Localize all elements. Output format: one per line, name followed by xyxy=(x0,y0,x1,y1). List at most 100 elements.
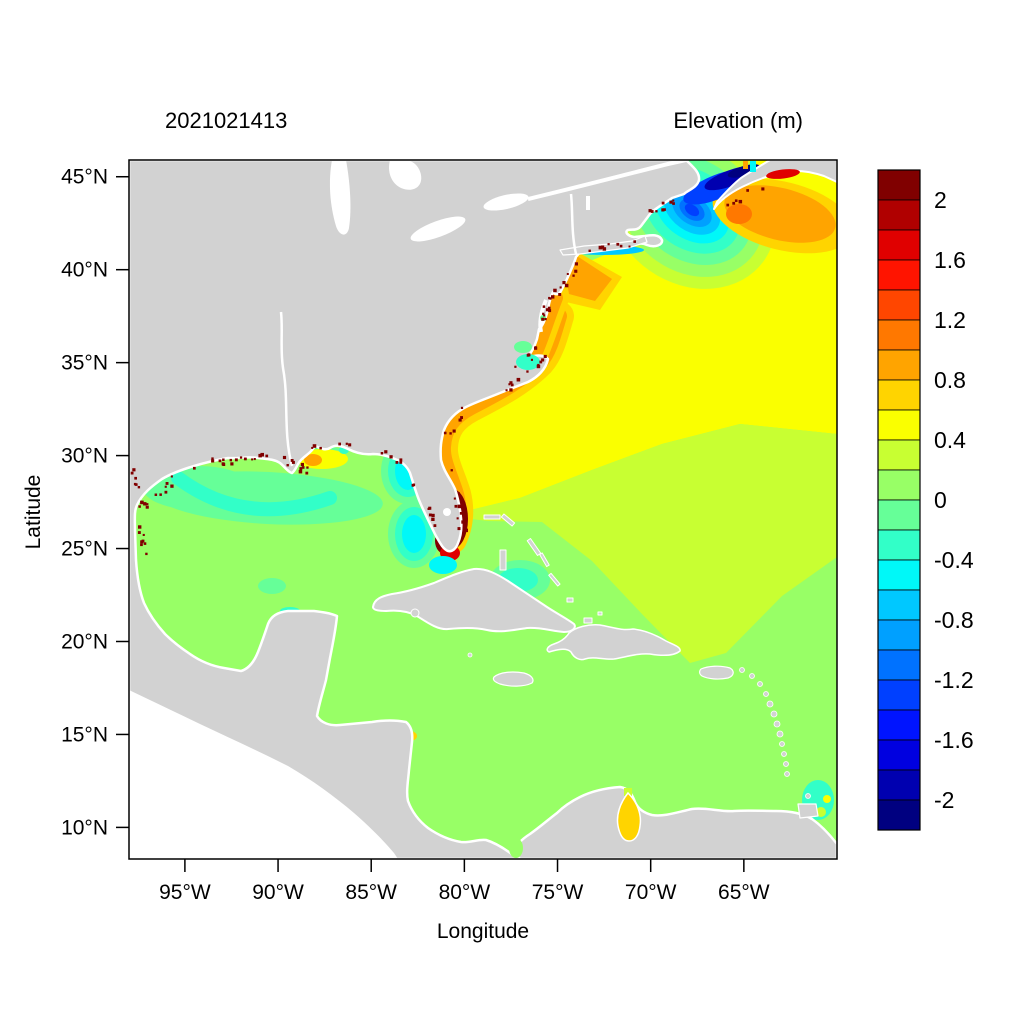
coastal-speckle xyxy=(338,442,341,446)
coastal-speckle xyxy=(300,462,304,467)
colorbar-variable-title: Elevation (m) xyxy=(673,108,803,133)
coastal-speckle xyxy=(548,309,552,313)
coastal-speckle xyxy=(541,358,545,362)
colorbar-cell xyxy=(877,379,921,411)
x-tick-label: 80°W xyxy=(439,881,491,904)
map-plot-area xyxy=(129,160,837,859)
coastal-speckle xyxy=(443,431,447,435)
coastal-speckle xyxy=(726,203,730,207)
coastal-speckle xyxy=(239,456,243,459)
y-axis-title: Latitude xyxy=(22,475,45,550)
cat-island xyxy=(539,552,550,568)
coastal-speckle xyxy=(143,502,147,506)
coastal-speckle xyxy=(588,249,591,252)
coastal-speckle xyxy=(553,288,557,293)
coastal-speckle xyxy=(458,418,462,422)
tobago xyxy=(805,793,811,799)
colorbar-cell xyxy=(877,439,921,471)
lake-okeechobee xyxy=(443,508,451,516)
coastal-speckle xyxy=(457,504,462,509)
coastal-speckle xyxy=(222,458,225,461)
nova-scotia xyxy=(713,160,837,210)
colorbar-tick-label: -1.2 xyxy=(934,667,974,693)
coastal-speckle xyxy=(301,466,305,469)
coastal-speckle xyxy=(661,208,665,212)
colorbar-cell xyxy=(877,769,921,801)
lakes-rivers xyxy=(279,160,687,516)
coastal-speckle xyxy=(306,466,309,469)
atlantic-yellowgreen-region xyxy=(446,424,837,663)
coastal-speckle xyxy=(253,458,256,461)
trinidad-yellow-dot xyxy=(823,795,831,803)
land-group xyxy=(129,160,837,859)
coastal-speckle xyxy=(138,525,142,529)
run-timestamp-title: 2021021413 xyxy=(165,108,287,133)
grand-bahama xyxy=(483,514,501,520)
coastal-speckle xyxy=(140,543,143,547)
colorbar-cell xyxy=(877,799,921,831)
coastal-speckle xyxy=(412,483,416,486)
coastal-speckle xyxy=(428,506,432,510)
coastal-speckle xyxy=(566,273,569,275)
coastal-speckle xyxy=(574,262,578,266)
delmarva-orange-band xyxy=(531,292,563,358)
coastal-speckle xyxy=(170,484,174,488)
coastal-speckle xyxy=(380,452,384,455)
coastal-speckle xyxy=(544,318,547,321)
coastal-speckle xyxy=(193,466,196,470)
x-tick-label: 95°W xyxy=(159,881,211,904)
x-tick-label: 90°W xyxy=(252,881,304,904)
coastal-speckle xyxy=(261,454,264,457)
coastal-speckle xyxy=(164,485,167,488)
coastal-speckle xyxy=(211,457,214,460)
coastal-speckle xyxy=(251,458,254,461)
lake-michigan xyxy=(329,160,351,235)
antilles-island xyxy=(779,741,785,747)
coastal-speckle xyxy=(229,458,232,462)
coastal-speckle xyxy=(165,482,169,485)
colorbar-cell xyxy=(877,319,921,351)
coastal-speckle xyxy=(290,459,294,462)
coastal-speckle xyxy=(534,346,538,350)
coastal-speckle xyxy=(145,552,148,556)
colorbar-cell xyxy=(877,259,921,291)
colorbar-cell xyxy=(877,709,921,741)
y-tick-label: 45°N xyxy=(61,166,108,189)
coastal-speckle xyxy=(574,269,578,273)
st-lawrence-river xyxy=(527,160,687,201)
coastal-speckle xyxy=(539,360,543,364)
coastal-speckle xyxy=(628,245,631,248)
coastal-speckle xyxy=(454,504,458,508)
coastal-speckle xyxy=(459,512,463,515)
coastal-speckle xyxy=(559,286,562,289)
pacific-nodata-white xyxy=(129,690,398,859)
colorbar-tick-label: 0.8 xyxy=(934,367,966,393)
long-island-bahamas xyxy=(548,572,561,587)
lake-erie xyxy=(410,216,466,242)
coastal-speckle xyxy=(345,442,348,445)
coastal-speckle xyxy=(633,240,636,243)
x-tick-label: 75°W xyxy=(532,881,584,904)
coastal-speckle xyxy=(434,524,436,527)
colorbar-cell xyxy=(877,349,921,381)
coastal-speckle xyxy=(564,283,569,288)
coastal-speckle xyxy=(548,296,551,300)
coastal-speckle xyxy=(452,429,456,433)
coastal-speckle xyxy=(319,446,322,450)
crooked-island xyxy=(566,597,574,603)
antilles-island xyxy=(763,691,769,697)
colorbar-tick-label: -1.6 xyxy=(934,727,974,753)
colorbar-cell xyxy=(877,469,921,501)
fundy-head-cyan xyxy=(750,161,756,172)
pamlico-sound-teal xyxy=(516,354,540,370)
coastal-speckle xyxy=(526,370,529,373)
coastal-speckle xyxy=(291,460,295,464)
albemarle-green xyxy=(514,341,532,353)
coastal-speckle xyxy=(132,468,136,472)
coastal-speckle xyxy=(348,443,352,447)
wfl-cyan-south xyxy=(402,515,426,553)
coastal-speckle xyxy=(137,486,141,489)
coastal-speckle xyxy=(510,383,514,387)
coastal-speckle xyxy=(650,210,654,213)
coastal-speckle xyxy=(616,242,620,246)
